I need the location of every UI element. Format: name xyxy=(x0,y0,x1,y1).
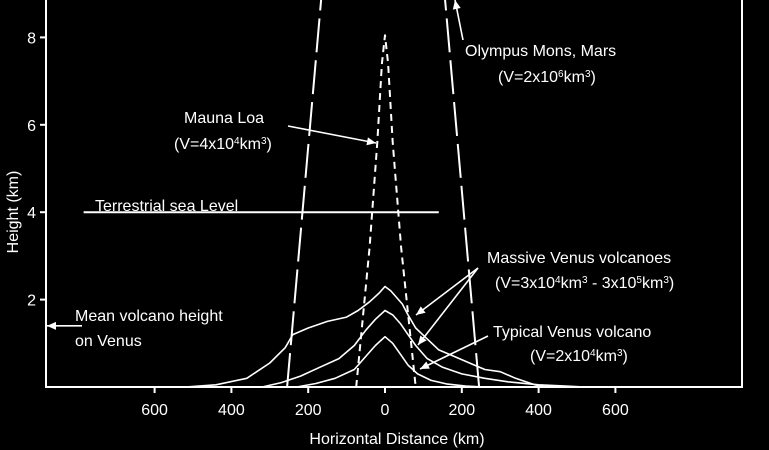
mean-height-label-line2: on Venus xyxy=(75,333,142,350)
typical-venus-volume: (V=2x104km3) xyxy=(530,348,628,366)
olympus-mons-right-flank xyxy=(444,0,481,388)
massive-venus-arrow-1 xyxy=(415,267,479,316)
annotation-arrows xyxy=(47,0,489,370)
mauna-loa-volume: (V=4x104km3) xyxy=(174,136,272,154)
y-tick-label: 4 xyxy=(27,205,36,222)
olympus-arrow-head xyxy=(452,0,461,10)
y-tick-label: 6 xyxy=(27,118,36,135)
mauna-loa-label: Mauna Loa xyxy=(184,110,264,127)
massive-venus-volume: (V=3x104km3 - 3x105km3) xyxy=(495,275,674,293)
massive-venus-label: Massive Venus volcanoes xyxy=(487,250,671,267)
mean-height-arrow-head xyxy=(47,321,56,330)
olympus-volume: (V=2x106km3) xyxy=(498,69,596,87)
data-series xyxy=(83,0,585,388)
massive-venus-arrow-2-head xyxy=(418,335,427,345)
x-tick-label: 400 xyxy=(525,402,552,419)
typical-venus-arrow xyxy=(419,335,489,370)
typical-venus-arrow-head xyxy=(420,361,430,369)
mauna-loa-arrow xyxy=(287,125,377,144)
mauna-loa-arrow-head xyxy=(366,137,376,146)
y-tick-label: 8 xyxy=(27,30,36,47)
mean-height-label: Mean volcano height xyxy=(75,308,223,325)
axis-ticks: 600 400 200 0 200 400 600 2 4 6 8 xyxy=(27,30,629,419)
typical-venus-label: Typical Venus volcano xyxy=(493,324,651,341)
x-tick-label: 400 xyxy=(218,402,245,419)
x-tick-label: 600 xyxy=(602,402,629,419)
x-tick-label: 200 xyxy=(295,402,322,419)
olympus-mons-left-flank xyxy=(286,0,323,388)
massive-venus-arrow-2 xyxy=(417,267,479,346)
x-axis-title: Horizontal Distance (km) xyxy=(309,431,484,448)
y-axis-title: Height (km) xyxy=(5,171,22,254)
typical-venus-profile xyxy=(296,335,485,388)
plot-frame xyxy=(45,0,743,388)
massive-venus-profile-small xyxy=(261,309,585,388)
massive-venus-arrow-1-head xyxy=(416,306,426,315)
x-tick-label: 600 xyxy=(141,402,168,419)
x-tick-label: 0 xyxy=(381,402,390,419)
x-tick-label: 200 xyxy=(448,402,475,419)
sea-level-label: Terrestrial sea Level xyxy=(95,198,238,215)
y-tick-label: 2 xyxy=(27,293,36,310)
olympus-label: Olympus Mons, Mars xyxy=(465,43,616,60)
massive-venus-profile-large xyxy=(185,285,547,388)
